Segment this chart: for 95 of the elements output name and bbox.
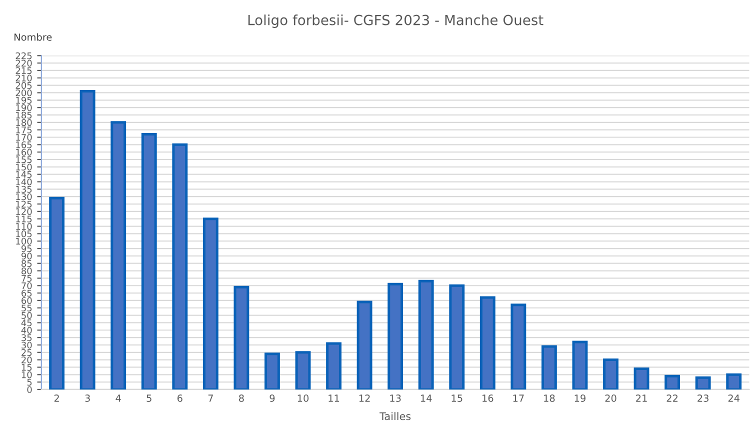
y-tick-label: 185 [16,112,32,119]
y-tick-label: 170 [16,134,32,141]
x-tick-label: 2 [54,394,59,402]
x-tick-label: 18 [544,394,555,402]
y-tick-label: 205 [16,82,32,89]
y-tick-label: 130 [16,193,32,200]
bar [480,296,496,390]
y-tick-label: 190 [16,104,32,112]
y-tick-label: 25 [22,349,32,356]
bar [572,340,588,390]
bar [418,280,434,390]
y-tick-label: 160 [16,148,32,156]
x-tick-label: 12 [359,394,370,402]
y-tick-label: 30 [22,342,32,349]
x-axis-title: Tailles [380,412,411,420]
y-tick-label: 215 [16,67,32,74]
x-tick-label: 20 [605,394,616,402]
y-tick-label: 180 [16,119,32,126]
bar [110,121,126,390]
bar [326,342,342,390]
y-tick-label: 155 [16,156,32,164]
y-tick-label: 15 [22,364,32,371]
bar [541,345,557,390]
y-tick-label: 150 [16,164,32,170]
bar [295,351,311,390]
bar [726,373,742,390]
bar [202,218,218,390]
bar [234,286,250,390]
y-tick-label: 195 [16,96,32,104]
y-tick-label: 10 [22,371,32,378]
bar [172,143,188,390]
bar [510,304,526,390]
x-tick-label: 22 [666,394,678,402]
x-tick-label: 17 [513,394,524,402]
x-tick-label: 11 [328,394,340,402]
y-tick-label: 110 [16,223,32,230]
y-tick-label: 70 [22,282,32,290]
bar [141,133,157,390]
bar [264,352,280,390]
x-tick-label: 3 [85,394,90,402]
x-tick-label: 6 [177,394,182,402]
x-tick-label: 8 [239,394,244,402]
x-tick-label: 19 [574,394,586,402]
y-tick-label: 145 [16,171,32,178]
x-tick-label: 16 [482,394,494,402]
y-tick-label: 45 [21,320,32,326]
y-tick-label: 120 [16,208,32,215]
y-tick-label: 125 [16,200,32,208]
y-tick-label: 175 [16,126,32,134]
y-axis-title: Nombre [14,33,52,41]
y-tick-label: 100 [16,238,32,245]
y-tick-label: 75 [22,275,32,282]
chart-title: Loligo forbesii- CGFS 2023 - Manche Ouest [248,14,544,28]
x-tick-label: 23 [698,394,708,402]
y-tick-label: 50 [22,312,32,319]
bar [49,196,65,390]
bar [634,367,650,390]
bar [695,376,711,390]
y-tick-label: 95 [21,245,32,252]
y-tick-label: 225 [16,52,32,60]
x-tick-label: 13 [390,394,401,402]
x-tick-label: 7 [208,394,213,402]
y-tick-label: 105 [16,230,32,238]
y-tick-label: 20 [22,356,32,364]
x-tick-label: 10 [298,394,309,402]
x-tick-label: 9 [270,394,275,402]
bar [664,374,680,390]
y-tick-label: 90 [21,252,32,260]
y-tick-label: 115 [16,216,32,222]
y-tick-label: 85 [22,260,32,267]
y-tick-label: 40 [21,326,32,334]
y-tick-label: 140 [16,178,32,186]
bar [603,358,618,390]
y-tick-label: 200 [16,89,32,96]
y-tick-label: 80 [22,268,32,274]
x-tick-label: 21 [636,394,647,402]
y-tick-label: 210 [16,74,32,82]
y-tick-label: 65 [22,290,32,297]
x-tick-label: 14 [420,394,432,402]
x-tick-label: 15 [452,394,462,402]
y-tick-label: 135 [16,186,32,193]
bar [449,284,465,390]
bar [356,300,372,390]
y-tick-label: 165 [16,141,32,148]
y-tick-label: 60 [22,297,32,304]
bar [388,282,404,390]
y-tick-label: 55 [22,304,32,312]
y-tick-label: 220 [16,60,32,67]
x-tick-label: 5 [146,394,152,402]
bar [80,90,96,390]
x-tick-label: 4 [116,394,121,402]
x-tick-label: 24 [728,394,740,402]
y-tick-label: 0 [27,386,32,394]
y-tick-label: 5 [27,378,32,386]
y-tick-label: 35 [22,334,32,342]
